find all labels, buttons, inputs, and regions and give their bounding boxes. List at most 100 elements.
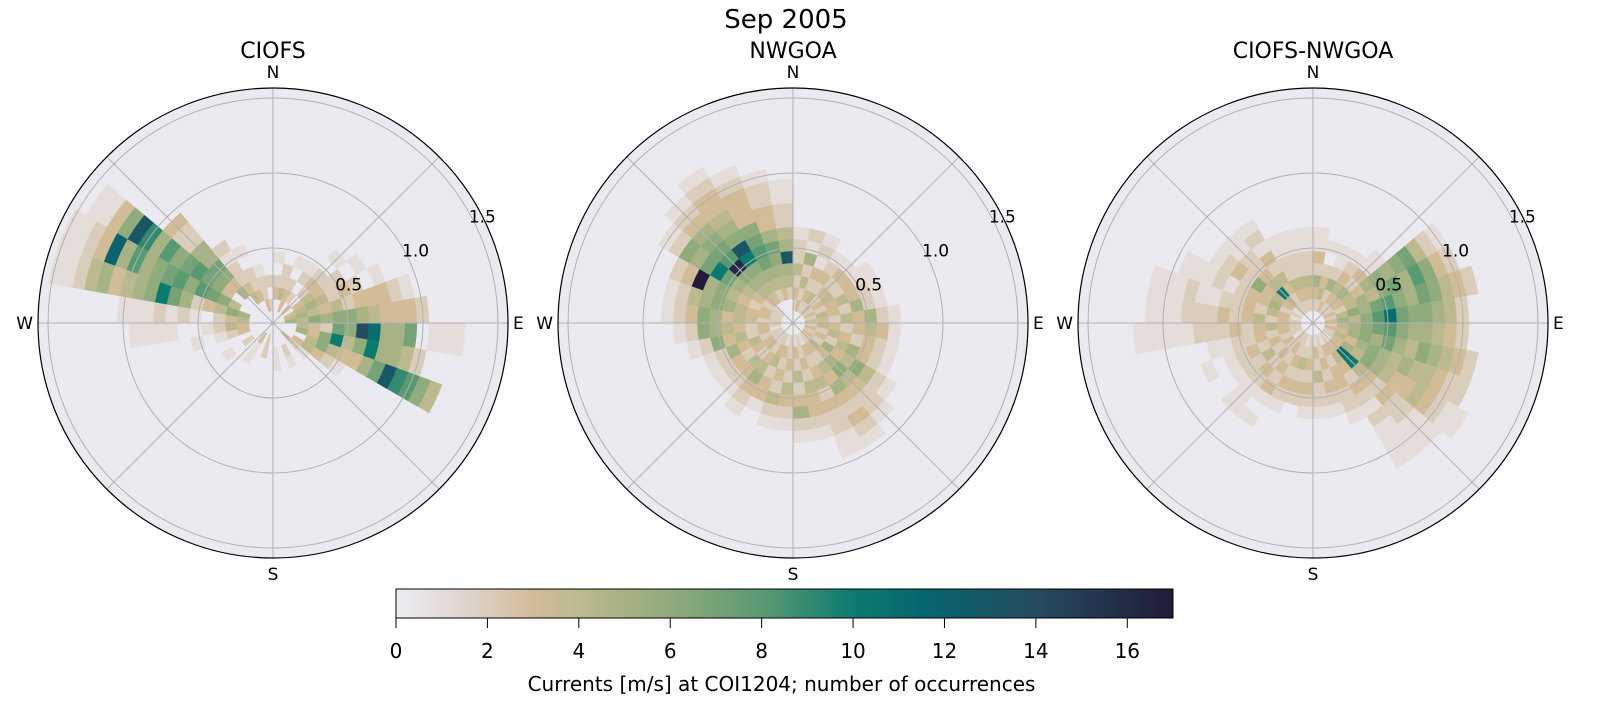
panel-title: CIOFS-NWGOA <box>1233 39 1394 64</box>
histogram-bin <box>708 322 723 338</box>
histogram-bin <box>1192 301 1207 324</box>
histogram-bin <box>128 322 144 349</box>
colorbar-label: Currents [m/s] at COI1204; number of occ… <box>528 672 1036 696</box>
histogram-bin <box>252 263 265 279</box>
histogram-bin <box>379 301 394 324</box>
histogram-bin <box>708 164 740 189</box>
histogram-bin <box>672 301 687 324</box>
histogram-bin <box>1180 299 1196 324</box>
polar-spine <box>37 87 509 559</box>
histogram-bin <box>211 239 232 259</box>
colorbar-tick-label: 10 <box>840 639 865 663</box>
compass-label-e: E <box>1553 314 1564 334</box>
histogram-bin <box>1177 250 1199 279</box>
compass-label-s: S <box>788 565 799 585</box>
histogram-bin <box>402 297 418 324</box>
histogram-bin <box>792 226 810 241</box>
histogram-bin <box>755 412 777 430</box>
histogram-bin <box>851 310 866 324</box>
radial-tick-label: 1.5 <box>469 207 496 227</box>
histogram-bin <box>1312 238 1328 253</box>
histogram-bin <box>1345 405 1368 425</box>
histogram-bin <box>418 380 443 414</box>
histogram-bin <box>85 183 117 222</box>
histogram-bin <box>1312 250 1326 265</box>
histogram-bin <box>1395 306 1410 324</box>
histogram-bin <box>272 250 286 265</box>
histogram-bin <box>684 322 699 342</box>
histogram-bin <box>677 166 710 195</box>
histogram-bin <box>1419 322 1434 345</box>
radial-tick-label: 1.0 <box>402 241 429 261</box>
histogram-bin <box>1383 308 1398 324</box>
histogram-bin <box>696 306 711 324</box>
colorbar: 0 2 4 6 8 10 12 14 16 Currents [m/s] at COI1204; … <box>390 588 1174 696</box>
histogram-bin <box>792 429 815 444</box>
histogram-bin <box>1300 250 1314 265</box>
panel-title: CIOFS <box>240 39 305 64</box>
histogram-bin <box>1442 297 1458 324</box>
histogram-bin <box>780 250 794 265</box>
histogram-bin <box>1298 238 1314 253</box>
histogram-bin <box>1235 218 1260 241</box>
compass-label-s: S <box>1308 565 1319 585</box>
colorbar-tick-label: 0 <box>390 639 403 663</box>
histogram-bin <box>241 350 256 365</box>
radial-tick-label: 0.5 <box>855 275 882 295</box>
histogram-bin <box>1216 306 1231 324</box>
histogram-bin <box>343 308 358 324</box>
colorbar-tick-label: 6 <box>664 639 677 663</box>
compass-label-n: N <box>1307 63 1320 83</box>
histogram-bin <box>1371 310 1386 324</box>
angular-gridline <box>1146 156 1314 324</box>
histogram-bin <box>821 232 842 251</box>
histogram-bin <box>164 304 179 324</box>
histogram-bin <box>355 322 370 340</box>
histogram-bin <box>1407 304 1422 324</box>
compass-label-e: E <box>513 314 524 334</box>
histogram-bin <box>769 190 794 206</box>
histogram-bin <box>660 299 676 324</box>
histogram-bin <box>367 322 382 342</box>
angular-gridline <box>272 156 440 324</box>
histogram-bin <box>1407 322 1422 342</box>
panel-title: NWGOA <box>749 39 836 64</box>
histogram-bin <box>230 243 249 261</box>
histogram-bin <box>450 322 466 357</box>
histogram-bin <box>776 226 794 241</box>
angular-gridline <box>106 322 274 490</box>
histogram-bin <box>1180 322 1196 347</box>
histogram-bin <box>152 322 167 345</box>
angular-gridline <box>1146 322 1314 490</box>
histogram-bin <box>1312 226 1330 241</box>
radial-tick-label: 0.5 <box>335 275 362 295</box>
histogram-bin <box>220 346 237 362</box>
histogram-bin <box>128 297 144 324</box>
histogram-bin <box>1147 265 1167 297</box>
colorbar-tick-label: 2 <box>481 639 494 663</box>
angular-gridline <box>626 322 794 490</box>
histogram-bin <box>1298 393 1314 408</box>
histogram-bin <box>863 308 878 324</box>
colorbar-tick-label: 16 <box>1115 639 1140 663</box>
histogram-bin <box>720 322 735 336</box>
histogram-bin <box>887 322 902 342</box>
histogram-bin <box>875 322 890 340</box>
histogram-bin <box>140 322 156 347</box>
histogram-bin <box>1192 322 1207 345</box>
histogram-bin <box>140 299 156 324</box>
colorbar-gradient <box>395 588 1174 619</box>
histogram-bin <box>776 405 794 420</box>
histogram-bin <box>1441 406 1470 439</box>
histogram-bin <box>1204 322 1219 342</box>
angular-gridline <box>272 322 440 490</box>
compass-label-e: E <box>1033 314 1044 334</box>
histogram-bin <box>1168 322 1184 349</box>
histogram-bin <box>285 353 298 369</box>
angular-gridline <box>792 322 960 490</box>
histogram-bin <box>379 322 394 345</box>
histogram-bin <box>1200 359 1220 384</box>
histogram-bin <box>1216 322 1231 340</box>
histogram-bin <box>1168 297 1184 324</box>
